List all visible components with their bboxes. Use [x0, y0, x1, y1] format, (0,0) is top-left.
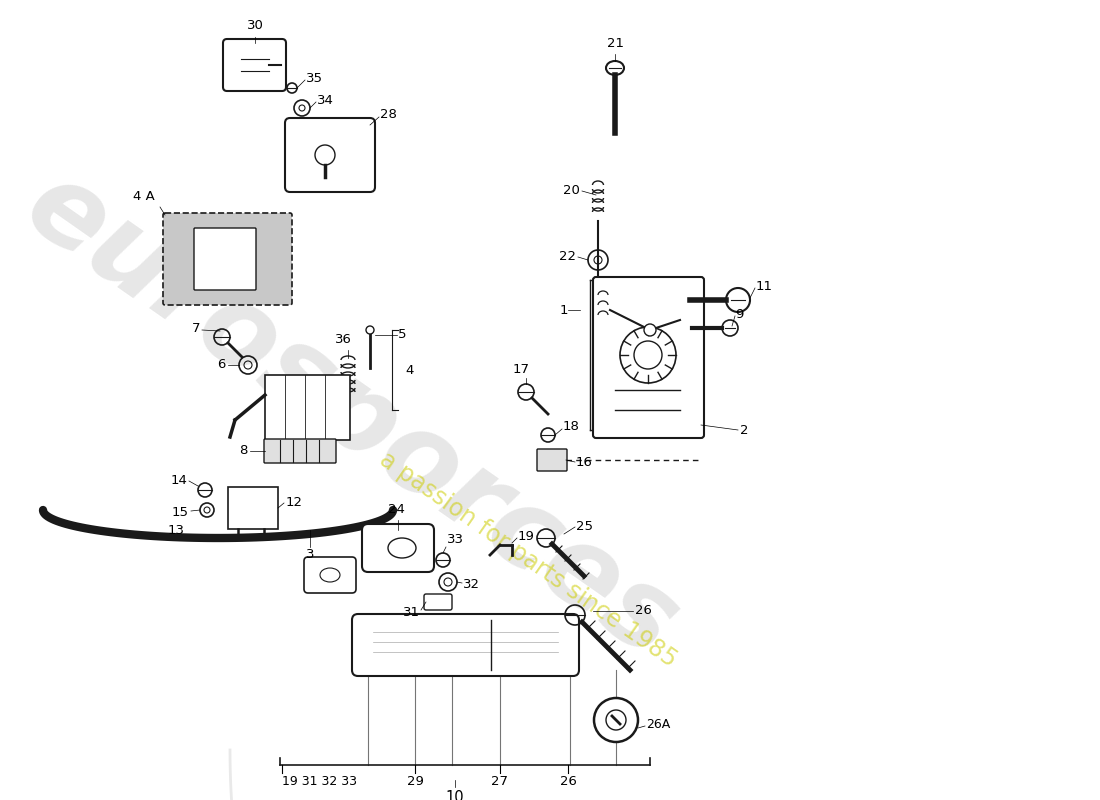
Text: 18: 18 — [563, 421, 580, 434]
FancyBboxPatch shape — [228, 487, 278, 529]
FancyBboxPatch shape — [362, 524, 435, 572]
Text: 16: 16 — [576, 455, 593, 469]
FancyBboxPatch shape — [304, 557, 356, 593]
Text: 4 A: 4 A — [133, 190, 155, 203]
Text: 26: 26 — [560, 775, 576, 788]
Circle shape — [722, 320, 738, 336]
FancyBboxPatch shape — [194, 228, 256, 290]
Text: 24: 24 — [387, 503, 405, 516]
FancyBboxPatch shape — [285, 118, 375, 192]
Circle shape — [366, 326, 374, 334]
Text: 14: 14 — [170, 474, 187, 486]
Text: 15: 15 — [172, 506, 189, 518]
Text: 11: 11 — [756, 279, 773, 293]
Text: 31: 31 — [403, 606, 420, 618]
Text: 10: 10 — [446, 790, 464, 800]
Text: 2: 2 — [740, 423, 748, 437]
FancyBboxPatch shape — [223, 39, 286, 91]
FancyBboxPatch shape — [163, 213, 292, 305]
Text: 36: 36 — [334, 333, 351, 346]
Text: 25: 25 — [576, 519, 593, 533]
Text: 17: 17 — [513, 363, 529, 376]
Text: a passion for parts since 1985: a passion for parts since 1985 — [375, 448, 681, 672]
Text: 33: 33 — [447, 533, 464, 546]
Text: 6: 6 — [218, 358, 226, 371]
Ellipse shape — [606, 61, 624, 75]
Circle shape — [726, 288, 750, 312]
Text: eurosporces: eurosporces — [6, 151, 698, 681]
FancyBboxPatch shape — [424, 594, 452, 610]
Text: 35: 35 — [306, 71, 323, 85]
Text: 4: 4 — [405, 363, 414, 377]
Text: 19: 19 — [518, 530, 535, 543]
Text: 1: 1 — [560, 303, 568, 317]
Text: 29: 29 — [407, 775, 424, 788]
Text: 26A: 26A — [646, 718, 670, 731]
Text: 12: 12 — [286, 495, 302, 509]
Text: 5: 5 — [398, 329, 407, 342]
Text: 28: 28 — [379, 109, 397, 122]
Text: 22: 22 — [559, 250, 576, 262]
Text: 3: 3 — [306, 548, 315, 561]
Text: 30: 30 — [246, 19, 263, 32]
FancyBboxPatch shape — [593, 277, 704, 438]
Text: 26: 26 — [635, 603, 652, 617]
FancyBboxPatch shape — [264, 439, 336, 463]
Text: 13: 13 — [168, 523, 185, 537]
Text: 20: 20 — [563, 183, 580, 197]
Text: 19 31 32 33: 19 31 32 33 — [282, 775, 358, 788]
Text: 9: 9 — [735, 307, 744, 321]
Circle shape — [594, 698, 638, 742]
FancyBboxPatch shape — [265, 375, 350, 440]
Text: 8: 8 — [239, 445, 248, 458]
Text: 21: 21 — [606, 37, 624, 50]
Text: 34: 34 — [317, 94, 334, 106]
FancyBboxPatch shape — [352, 614, 579, 676]
Text: 32: 32 — [463, 578, 480, 590]
Circle shape — [644, 324, 656, 336]
FancyBboxPatch shape — [537, 449, 566, 471]
Text: 27: 27 — [492, 775, 508, 788]
Text: 7: 7 — [191, 322, 200, 335]
